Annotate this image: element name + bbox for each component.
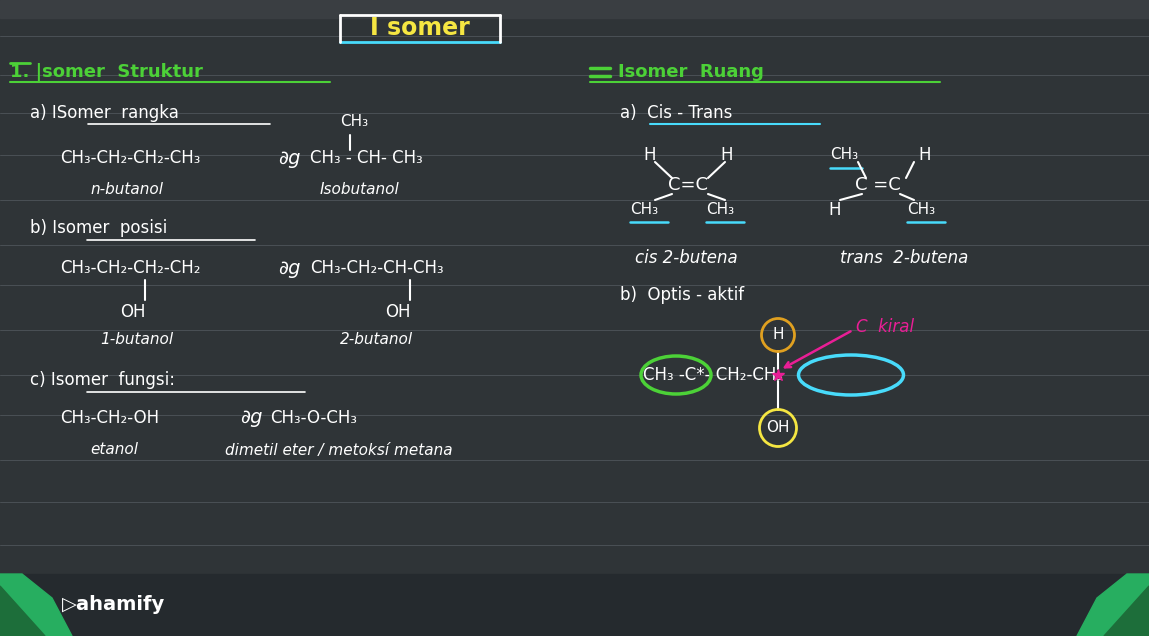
Text: I somer: I somer — [370, 16, 470, 40]
Text: trans  2-butena: trans 2-butena — [840, 249, 969, 267]
Text: 1. |somer  Struktur: 1. |somer Struktur — [10, 63, 203, 81]
Text: H: H — [720, 146, 733, 164]
Text: ∂g: ∂g — [278, 148, 301, 167]
Polygon shape — [1104, 586, 1149, 636]
Text: CH₃: CH₃ — [630, 202, 658, 218]
Text: OH: OH — [385, 303, 410, 321]
Text: H: H — [828, 201, 841, 219]
Text: H: H — [918, 146, 931, 164]
Text: CH₃-CH₂-CH₂-CH₃: CH₃-CH₂-CH₂-CH₃ — [60, 149, 200, 167]
Text: CH₃: CH₃ — [830, 148, 858, 163]
Text: 2-butanol: 2-butanol — [340, 333, 414, 347]
Text: OH: OH — [766, 420, 789, 436]
Text: H: H — [643, 146, 655, 164]
Text: 1-butanol: 1-butanol — [100, 333, 173, 347]
Text: Isomer  Ruang: Isomer Ruang — [618, 63, 764, 81]
Text: a) ISomer  rangka: a) ISomer rangka — [30, 104, 179, 122]
Polygon shape — [1077, 574, 1149, 636]
Text: b)  Optis - aktif: b) Optis - aktif — [620, 286, 745, 304]
Text: etanol: etanol — [90, 443, 138, 457]
Text: CH₃ -C*- CH₂-CH₃: CH₃ -C*- CH₂-CH₃ — [643, 366, 782, 384]
Bar — [0, 0, 1149, 18]
Text: CH₃: CH₃ — [340, 114, 368, 130]
Text: a)  Cis - Trans: a) Cis - Trans — [620, 104, 732, 122]
Text: Isobutanol: Isobutanol — [321, 183, 400, 198]
Text: cis 2-butena: cis 2-butena — [635, 249, 738, 267]
Polygon shape — [0, 574, 72, 636]
Text: n-butanol: n-butanol — [90, 183, 163, 198]
Text: CH₃: CH₃ — [705, 202, 734, 218]
Text: CH₃ - CH- CH₃: CH₃ - CH- CH₃ — [310, 149, 423, 167]
Text: dimetil eter / metoksí metana: dimetil eter / metoksí metana — [225, 443, 453, 457]
Text: H: H — [772, 328, 784, 343]
Text: b) Isomer  posisi: b) Isomer posisi — [30, 219, 168, 237]
Bar — [0, 574, 1149, 636]
Text: CH₃-O-CH₃: CH₃-O-CH₃ — [270, 409, 357, 427]
Text: OH: OH — [119, 303, 146, 321]
Text: C =C: C =C — [855, 176, 901, 194]
Text: CH₃-CH₂-CH-CH₃: CH₃-CH₂-CH-CH₃ — [310, 259, 444, 277]
Text: CH₃-CH₂-CH₂-CH₂: CH₃-CH₂-CH₂-CH₂ — [60, 259, 200, 277]
Text: c) Isomer  fungsi:: c) Isomer fungsi: — [30, 371, 175, 389]
Polygon shape — [0, 586, 45, 636]
Text: ∂g: ∂g — [240, 408, 262, 427]
Text: C  kiral: C kiral — [856, 318, 915, 336]
Text: ▷ahamify: ▷ahamify — [62, 595, 165, 614]
Text: CH₃-CH₂-OH: CH₃-CH₂-OH — [60, 409, 159, 427]
Text: C=C: C=C — [668, 176, 708, 194]
Text: CH₃: CH₃ — [907, 202, 935, 218]
Text: ∂g: ∂g — [278, 258, 301, 277]
